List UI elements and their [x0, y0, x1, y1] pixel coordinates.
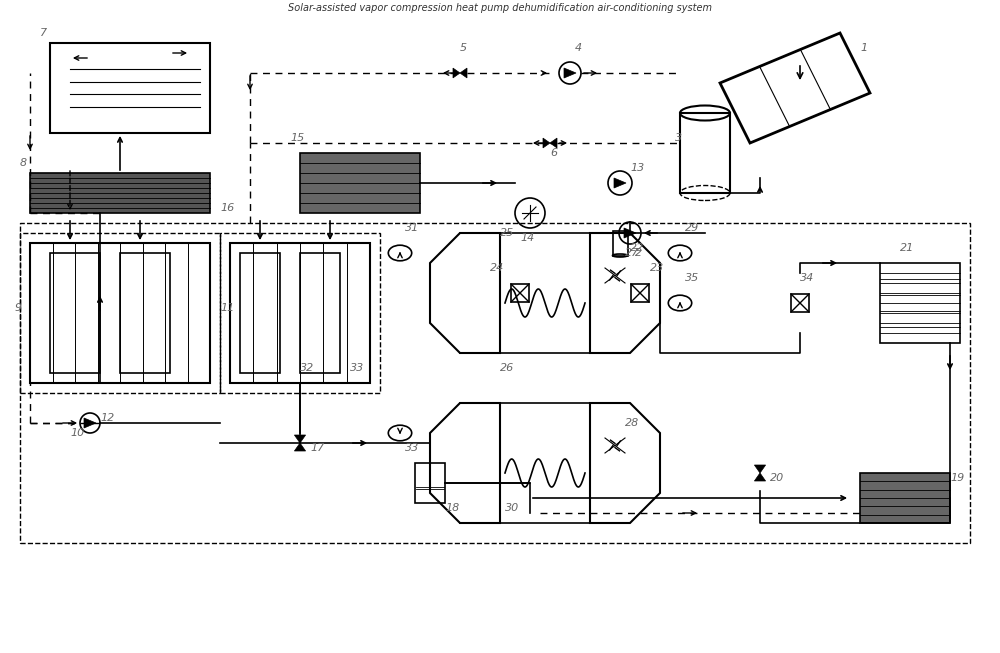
Text: 31: 31	[405, 223, 419, 233]
Text: 26: 26	[500, 363, 514, 373]
Bar	[240, 253, 280, 373]
Bar	[631, 284, 649, 302]
Text: 25: 25	[500, 228, 514, 238]
Text: 20: 20	[770, 473, 784, 483]
Text: 22: 22	[630, 243, 644, 253]
Text: 16: 16	[220, 203, 234, 213]
Text: 8: 8	[20, 158, 27, 168]
Polygon shape	[453, 68, 460, 78]
Polygon shape	[564, 68, 576, 78]
Polygon shape	[294, 443, 306, 451]
Text: 27: 27	[625, 248, 639, 258]
Polygon shape	[84, 418, 96, 428]
Bar	[230, 243, 370, 383]
Polygon shape	[614, 178, 626, 188]
Bar	[612, 231, 628, 255]
Text: 33: 33	[405, 443, 419, 453]
Polygon shape	[624, 228, 636, 238]
Text: 12: 12	[100, 413, 114, 423]
Text: 4: 4	[575, 43, 582, 53]
Bar	[680, 113, 730, 193]
Bar	[30, 173, 210, 213]
Bar	[300, 153, 420, 213]
Bar	[300, 253, 340, 373]
Text: 29: 29	[685, 223, 699, 233]
Text: 15: 15	[290, 133, 304, 143]
Text: 10: 10	[70, 428, 84, 438]
Text: 35: 35	[685, 273, 699, 283]
Text: 21: 21	[900, 243, 914, 253]
Text: 14: 14	[520, 233, 534, 243]
Text: 32: 32	[300, 363, 314, 373]
Polygon shape	[543, 138, 550, 148]
Bar	[791, 294, 809, 312]
Bar	[511, 284, 529, 302]
Bar	[860, 473, 950, 523]
Text: 7: 7	[40, 28, 47, 38]
Bar	[50, 43, 210, 133]
Text: 18: 18	[445, 503, 459, 513]
Text: Solar-assisted vapor compression heat pump dehumidification air-conditioning sys: Solar-assisted vapor compression heat pu…	[288, 3, 712, 13]
Text: 9: 9	[15, 303, 22, 313]
Bar	[30, 243, 210, 383]
Text: 11: 11	[220, 303, 234, 313]
Text: 28: 28	[625, 418, 639, 428]
Text: 13: 13	[630, 163, 644, 173]
Polygon shape	[294, 435, 306, 443]
Text: 1: 1	[860, 43, 867, 53]
Bar	[20, 233, 220, 393]
Bar	[415, 463, 445, 503]
Text: 17: 17	[310, 443, 324, 453]
Text: 24: 24	[490, 263, 504, 273]
Text: 19: 19	[950, 473, 964, 483]
Bar	[50, 253, 100, 373]
Bar	[880, 263, 960, 343]
Text: 30: 30	[505, 503, 519, 513]
Polygon shape	[550, 138, 557, 148]
Polygon shape	[754, 465, 766, 473]
Text: 6: 6	[550, 148, 557, 158]
Polygon shape	[754, 473, 766, 481]
Text: 5: 5	[460, 43, 467, 53]
Bar	[120, 253, 170, 373]
Text: 33: 33	[350, 363, 364, 373]
Bar	[20, 223, 970, 543]
Text: 3: 3	[675, 133, 682, 143]
Text: 34: 34	[800, 273, 814, 283]
Text: 23: 23	[650, 263, 664, 273]
Text: 2: 2	[635, 248, 642, 258]
Polygon shape	[460, 68, 467, 78]
Bar	[220, 233, 380, 393]
